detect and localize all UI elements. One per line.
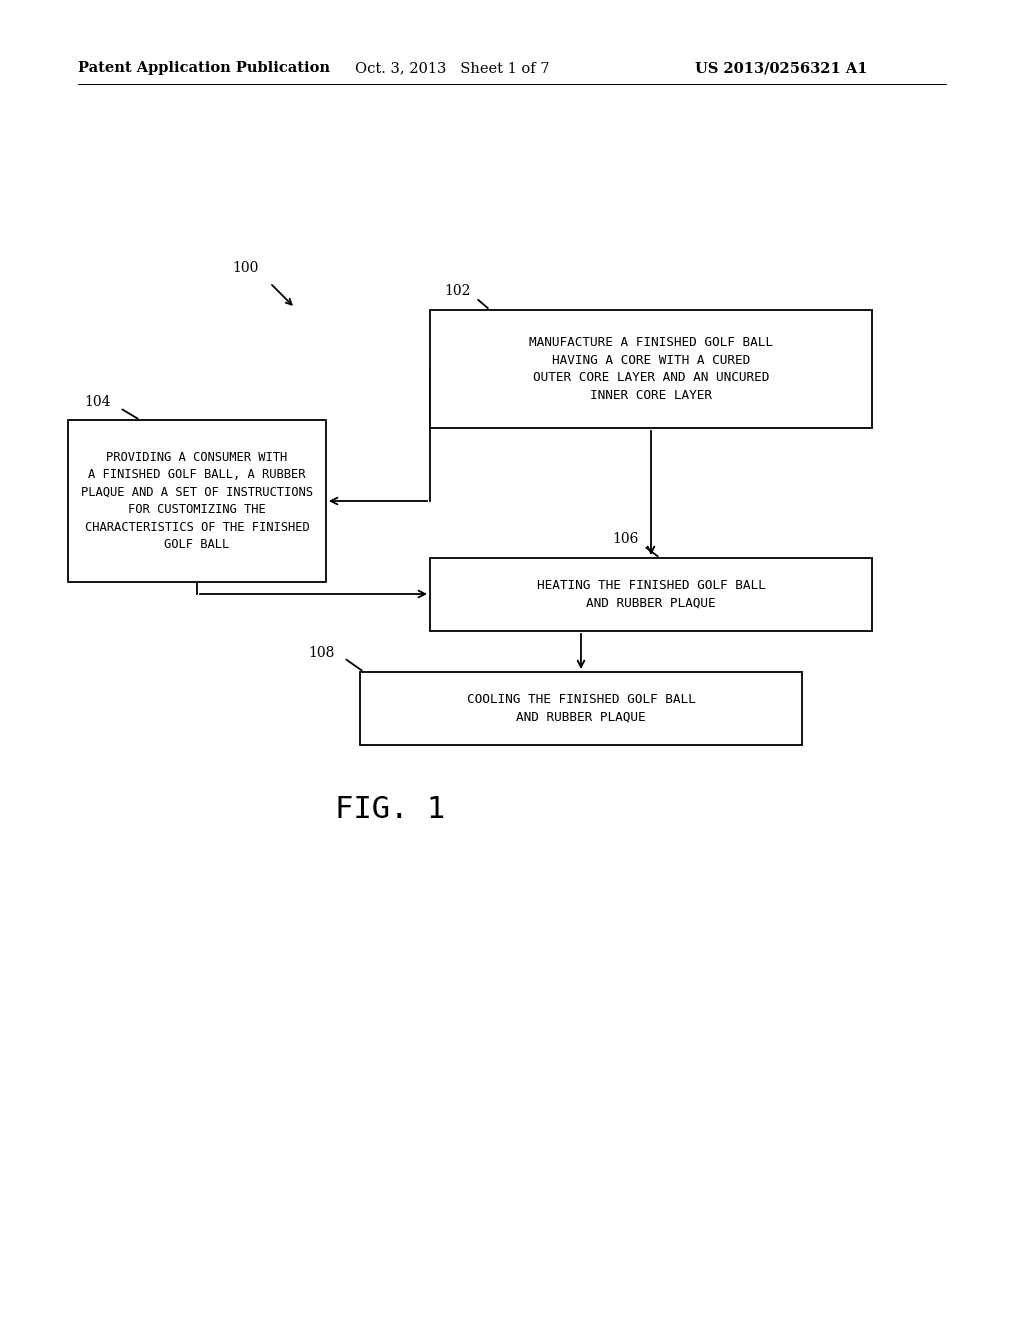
Bar <box>68 420 326 582</box>
Text: 104: 104 <box>84 395 111 409</box>
Text: PROVIDING A CONSUMER WITH
A FINISHED GOLF BALL, A RUBBER
PLAQUE AND A SET OF INS: PROVIDING A CONSUMER WITH A FINISHED GOL… <box>81 450 313 552</box>
Text: US 2013/0256321 A1: US 2013/0256321 A1 <box>695 61 867 75</box>
Bar <box>430 310 872 428</box>
Text: 108: 108 <box>308 645 335 660</box>
Bar <box>430 558 872 631</box>
Bar <box>360 672 802 744</box>
Text: 102: 102 <box>444 284 470 298</box>
Text: HEATING THE FINISHED GOLF BALL
AND RUBBER PLAQUE: HEATING THE FINISHED GOLF BALL AND RUBBE… <box>537 579 765 610</box>
Text: COOLING THE FINISHED GOLF BALL
AND RUBBER PLAQUE: COOLING THE FINISHED GOLF BALL AND RUBBE… <box>467 693 695 723</box>
Text: MANUFACTURE A FINISHED GOLF BALL
HAVING A CORE WITH A CURED
OUTER CORE LAYER AND: MANUFACTURE A FINISHED GOLF BALL HAVING … <box>529 337 773 401</box>
Text: Patent Application Publication: Patent Application Publication <box>78 61 330 75</box>
Text: Oct. 3, 2013   Sheet 1 of 7: Oct. 3, 2013 Sheet 1 of 7 <box>355 61 550 75</box>
Text: 106: 106 <box>612 532 638 546</box>
Text: FIG. 1: FIG. 1 <box>335 796 445 825</box>
Text: 100: 100 <box>232 261 258 275</box>
